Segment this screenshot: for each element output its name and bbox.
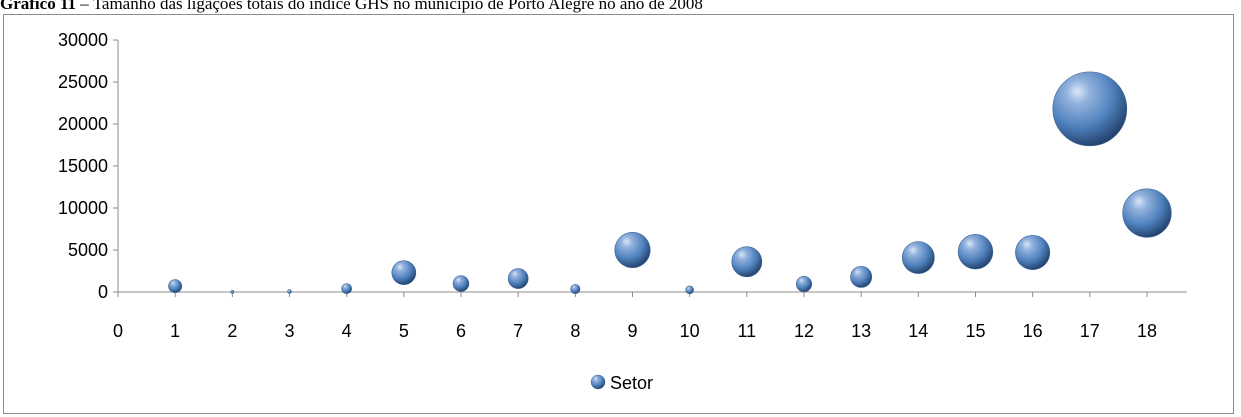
bubble-point [1122,188,1172,238]
bubble-point [957,234,994,270]
x-tick-label: 13 [851,321,871,341]
bubble-point [168,279,183,294]
x-tick-label: 7 [513,321,523,341]
y-tick-label: 15000 [58,156,108,176]
x-tick-label: 9 [627,321,637,341]
y-tick-label: 5000 [68,240,108,260]
figure-caption-label: Gráfico 11 [0,0,77,13]
x-tick-label: 4 [342,321,352,341]
x-tick-label: 12 [794,321,814,341]
x-tick-label: 16 [1023,321,1043,341]
bubble-point [685,285,694,295]
bubble-point [452,275,470,292]
bubble-series [168,71,1172,295]
x-tick-label: 8 [570,321,580,341]
bubble-point [570,284,581,295]
figure-caption: Gráfico 11 – Tamanho das ligações totais… [0,0,703,14]
x-tick-label: 5 [399,321,409,341]
x-tick-label: 0 [113,321,123,341]
bubble-point [391,260,417,286]
bubble-point [287,289,292,294]
x-tick-label: 6 [456,321,466,341]
bubble-point [901,241,935,274]
x-tick-label: 11 [737,321,756,341]
bubble-point [1052,71,1128,147]
legend-marker [590,374,606,390]
bubble-point [1015,235,1051,270]
bubble-point [230,290,235,294]
y-tick-label: 10000 [58,198,108,218]
bubble-point [507,268,529,289]
figure-caption-text: – Tamanho das ligações totais do índice … [76,0,703,13]
legend-label: Setor [610,373,653,393]
x-tick-label: 18 [1137,321,1157,341]
bubble-point [795,275,813,293]
x-tick-label: 15 [965,321,985,341]
y-tick-label: 30000 [58,30,108,50]
y-tick-label: 25000 [58,72,108,92]
x-tick-label: 1 [170,321,180,341]
bubble-point [341,283,352,294]
bubble-point [614,231,651,269]
x-tick-label: 14 [908,321,928,341]
x-tick-label: 17 [1080,321,1100,341]
chart-frame [3,14,1234,414]
chart-axes [113,39,1187,297]
x-axis-tick-labels: 0 1 2 3 4 5 6 7 8 9 10 11 12 13 14 15 16 17 18 [113,321,1157,341]
y-tick-label: 20000 [58,114,108,134]
y-tick-label: 0 [98,282,108,302]
x-tick-label: 3 [284,321,294,341]
x-tick-label: 10 [680,321,700,341]
bubble-point [731,246,763,278]
x-tick-label: 2 [227,321,237,341]
bubble-point [850,265,873,288]
legend: Setor [590,373,653,393]
y-axis-tick-labels: 0 5000 10000 15000 20000 25000 30000 [58,30,108,302]
